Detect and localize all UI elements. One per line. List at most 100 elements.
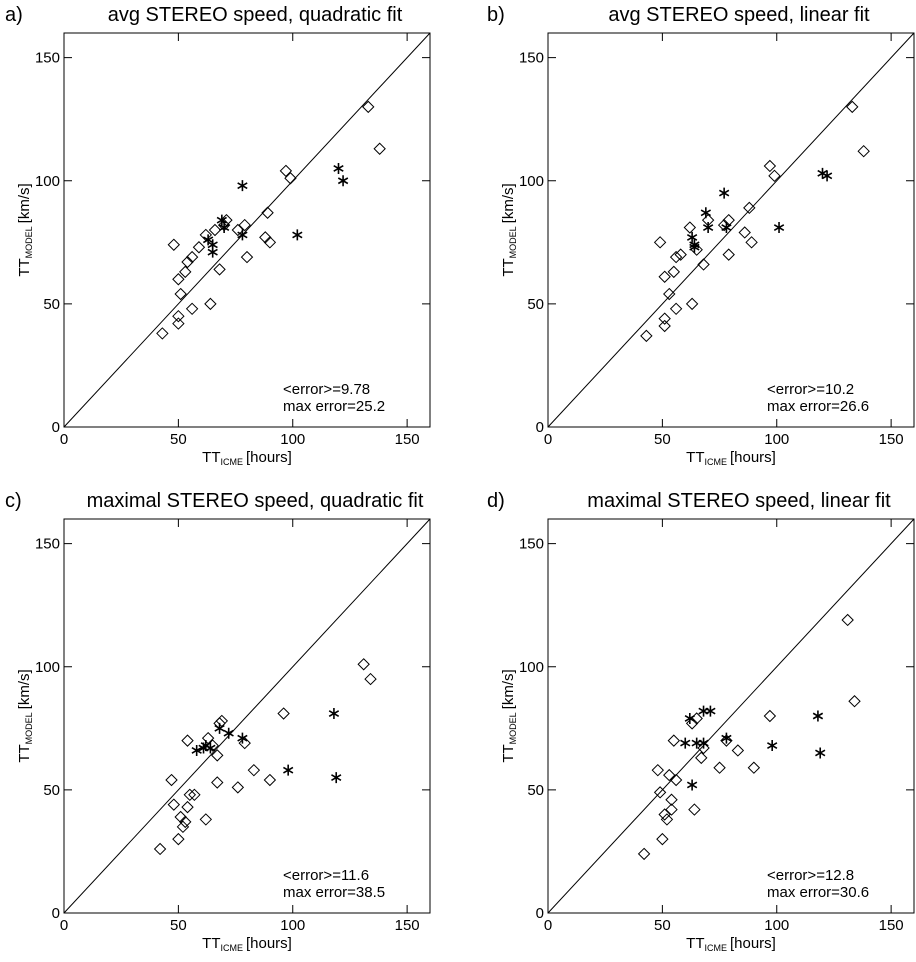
y-axis-label: TTMODEL [km/s]	[500, 669, 518, 762]
asterisk-point	[686, 779, 698, 791]
diamond-point	[240, 250, 254, 264]
diamond-point	[745, 236, 758, 249]
x-tick-label: 50	[170, 917, 187, 934]
diamond-point	[663, 287, 676, 301]
diamond-point	[695, 751, 708, 765]
x-tick-label: 100	[280, 431, 305, 448]
x-label-sub: ICME	[704, 943, 727, 953]
y-label-sub: MODEL	[24, 712, 34, 744]
annotation: max error=25.2	[283, 398, 385, 415]
diamond-point	[685, 297, 699, 311]
diamond-point	[720, 734, 733, 747]
diamond-point	[658, 270, 671, 283]
panel: c) maximal STEREO speed, quadratic fit 0 50…	[5, 490, 431, 953]
diamond-point	[685, 717, 699, 730]
diamond-point	[172, 317, 185, 330]
diamond-point	[658, 808, 671, 821]
identity-line	[63, 518, 431, 914]
x-axis-label: TTICME [hours]	[202, 449, 292, 467]
diamond-point	[683, 221, 697, 234]
plot-frame	[547, 32, 915, 428]
panel: d) maximal STEREO speed, linear fit 0 50 100…	[487, 490, 915, 953]
diamond-point	[165, 773, 178, 787]
x-label-sub: ICME	[704, 457, 727, 467]
diamond-point	[185, 302, 199, 316]
diamond-point	[763, 159, 777, 173]
asterisk-point	[333, 162, 344, 174]
chart-title: maximal STEREO speed, linear fit	[587, 490, 891, 512]
y-label-unit: [km/s]	[16, 669, 33, 709]
asterisk-point	[237, 732, 248, 744]
asterisk-point	[698, 737, 709, 749]
diamond-point	[747, 761, 761, 774]
y-tick-label: 150	[519, 50, 544, 67]
diamond-point	[247, 763, 261, 777]
diamond-point	[208, 223, 222, 237]
y-label-unit: [km/s]	[16, 183, 33, 223]
diamond-point	[199, 813, 213, 826]
y-tick-label: 50	[43, 782, 60, 799]
x-tick-label: 150	[879, 917, 904, 934]
identity-line	[547, 518, 915, 914]
x-label-unit: [hours]	[730, 449, 776, 466]
panel-label: c)	[5, 490, 22, 512]
asterisk-point	[718, 187, 730, 199]
diamond-point	[653, 236, 667, 249]
diamond-point	[238, 218, 251, 232]
diamond-point	[667, 734, 681, 747]
diamond-point	[667, 265, 681, 279]
x-tick-label: 0	[60, 917, 68, 934]
diamond-point	[651, 763, 665, 777]
x-tick-label: 150	[395, 917, 420, 934]
diamond-point	[637, 847, 651, 861]
diamond-point	[176, 820, 190, 834]
panel-label: b)	[487, 4, 505, 26]
diamond-point	[697, 258, 710, 271]
panel: b) avg STEREO speed, linear fit 0 50 100 150 0…	[487, 4, 915, 467]
asterisk-point	[205, 742, 216, 754]
x-label-sub: ICME	[220, 943, 243, 953]
diamond-point	[658, 319, 671, 333]
diamond-point	[238, 736, 251, 750]
diamond-point	[357, 658, 370, 671]
diamond-point	[156, 327, 169, 340]
diamond-point	[181, 255, 194, 269]
diamond-point	[658, 312, 671, 325]
asterisk-point	[705, 705, 716, 717]
y-tick-label: 150	[35, 50, 60, 67]
asterisk-point	[821, 170, 833, 182]
asterisk-point	[684, 712, 695, 724]
diamond-point	[201, 731, 215, 745]
asterisk-point	[680, 737, 691, 749]
diamond-point	[192, 241, 206, 254]
chart-title: avg STEREO speed, quadratic fit	[108, 4, 403, 26]
asterisk-point	[191, 744, 202, 756]
y-tick-label: 100	[519, 659, 544, 676]
y-label-main: TT	[16, 744, 33, 762]
asterisk-point	[331, 772, 342, 784]
asterisk-point	[292, 229, 303, 241]
diamond-point	[857, 144, 870, 158]
diamond-point	[277, 707, 290, 720]
x-axis-label: TTICME [hours]	[202, 935, 292, 953]
diamond-point	[231, 223, 245, 237]
asterisk-point	[237, 229, 248, 241]
panel-label: a)	[5, 4, 23, 26]
asterisk-point	[767, 740, 778, 752]
x-label-sub: ICME	[220, 457, 243, 467]
y-tick-label: 0	[52, 419, 60, 436]
asterisk-point	[237, 180, 248, 192]
y-label-main: TT	[500, 258, 517, 276]
x-label-unit: [hours]	[246, 935, 292, 952]
x-axis-label: TTICME [hours]	[686, 935, 776, 953]
x-tick-label: 0	[544, 917, 552, 934]
y-axis-label: TTMODEL [km/s]	[16, 183, 34, 276]
y-tick-label: 50	[527, 296, 544, 313]
identity-line	[63, 32, 431, 428]
annotation: max error=38.5	[283, 884, 385, 901]
chart-title: maximal STEREO speed, quadratic fit	[87, 490, 424, 512]
diamond-point	[669, 773, 683, 787]
plot-frame	[63, 32, 431, 428]
x-label-main: TT	[686, 935, 704, 952]
x-tick-label: 0	[544, 431, 552, 448]
